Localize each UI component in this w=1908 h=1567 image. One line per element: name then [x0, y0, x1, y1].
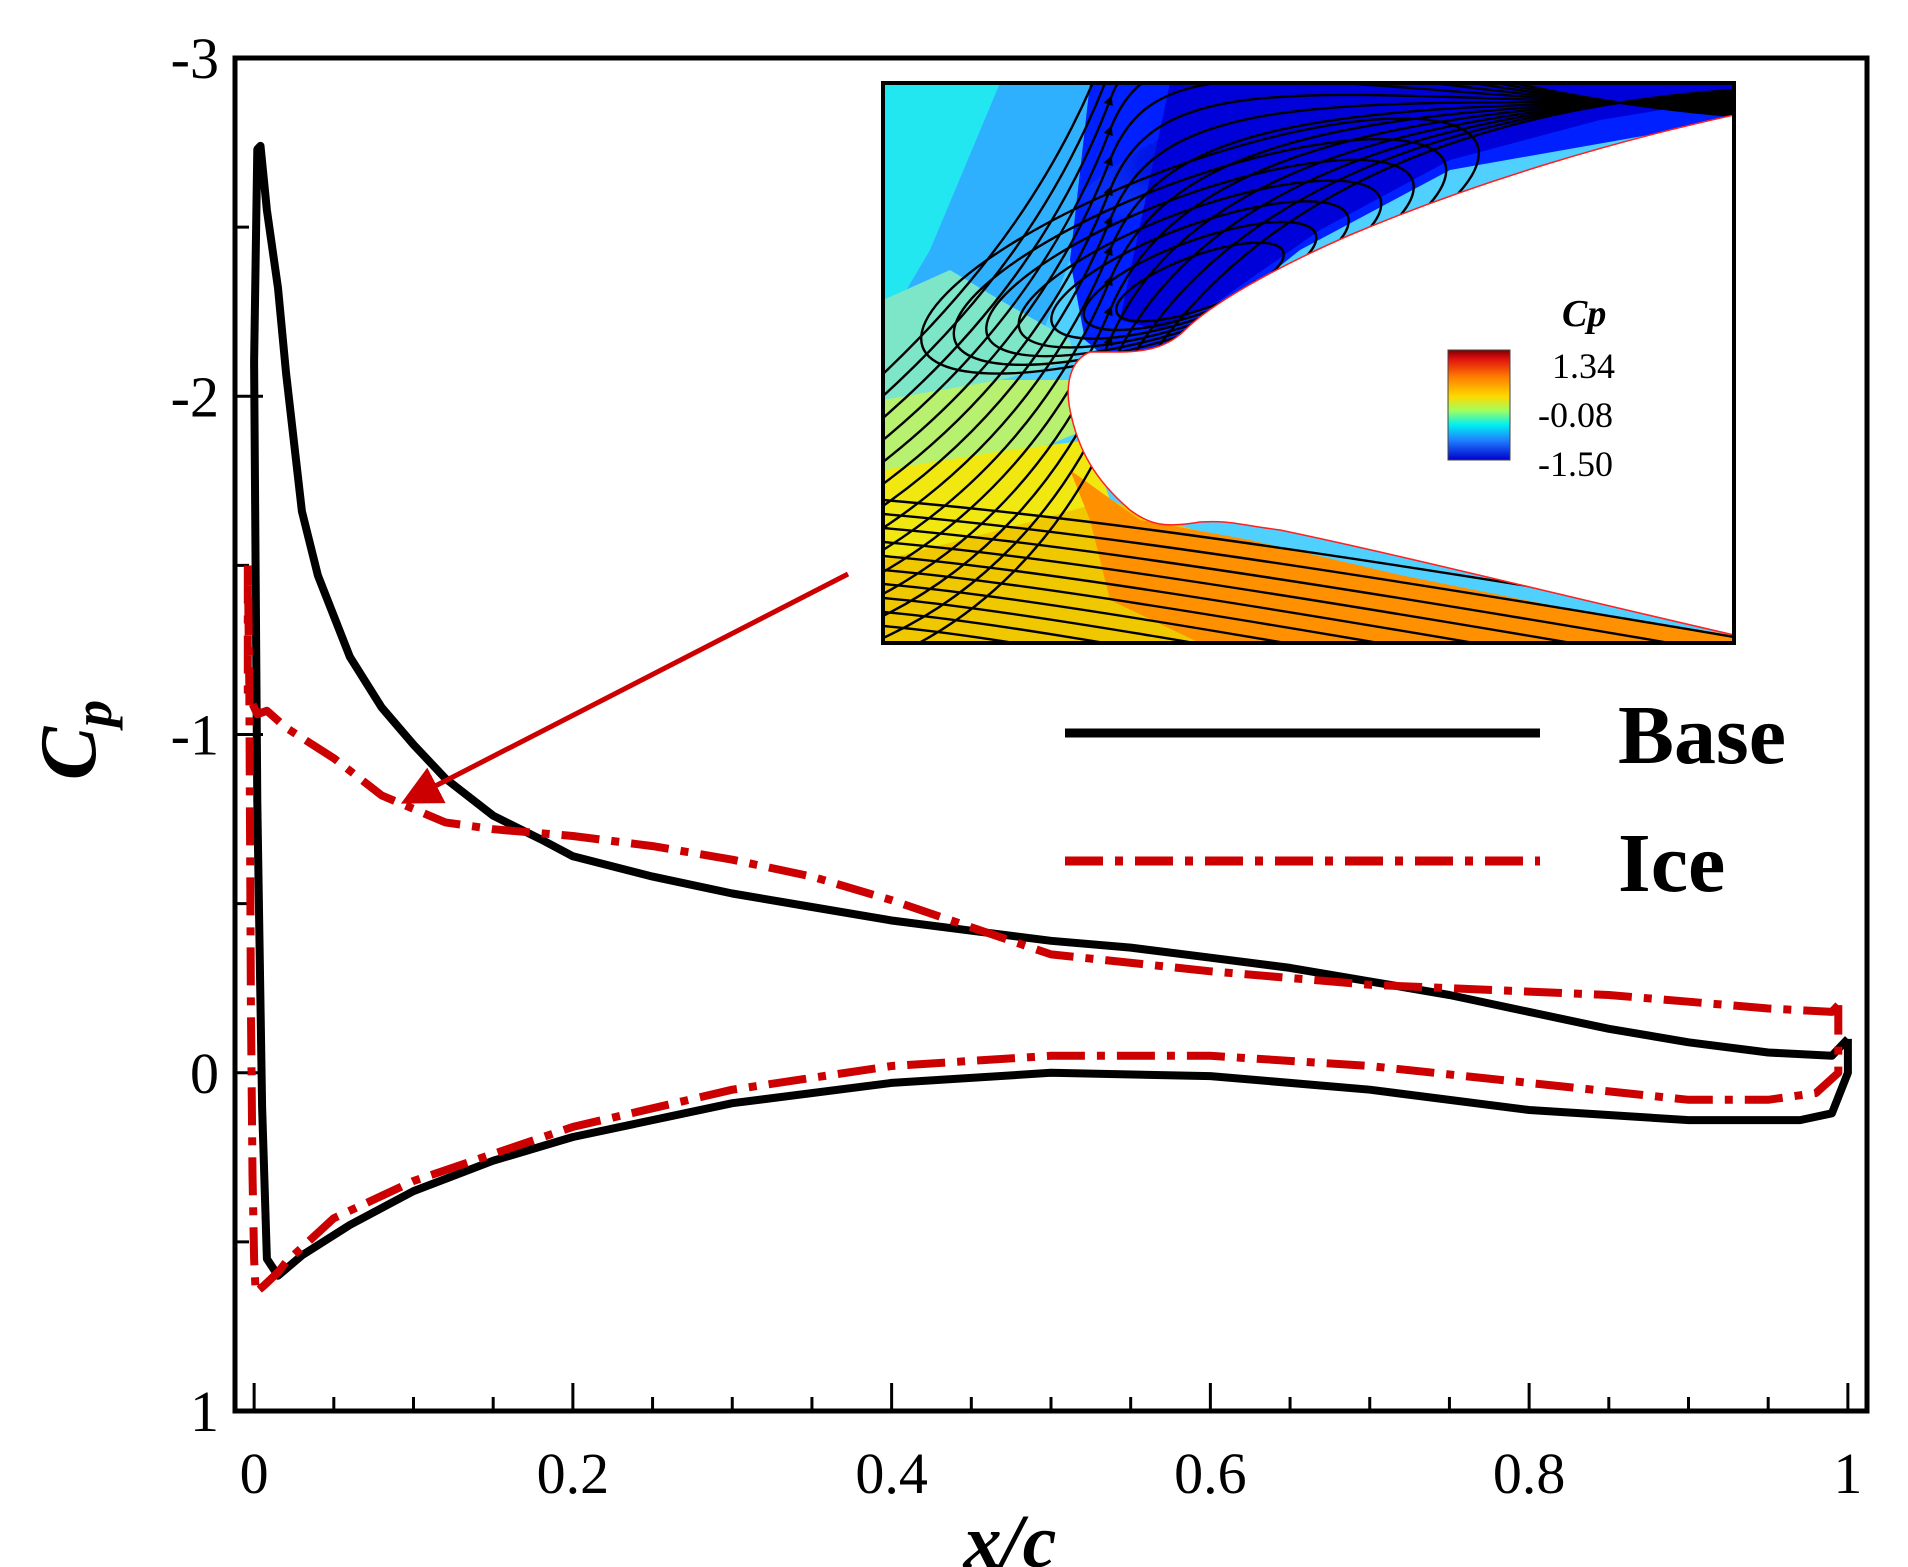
- y-tick-label: -1: [171, 703, 219, 768]
- inset-contour-panel: Cp 1.34 -0.08 -1.50: [881, 81, 1736, 645]
- inset-streamline: [883, 624, 1023, 643]
- inset-streamline: [883, 101, 1734, 507]
- x-axis-title: x/c: [963, 1500, 1057, 1567]
- y-tick-label: -3: [171, 26, 219, 91]
- inset-streamline: [883, 83, 1734, 463]
- legend: Base Ice: [1065, 689, 1786, 910]
- colorbar-title: Cp: [1562, 293, 1606, 335]
- inset-streamline: [883, 93, 1734, 485]
- y-tick-label: -2: [171, 364, 219, 429]
- inset-streamline: [883, 526, 1677, 643]
- inset-streamlines: [883, 83, 1734, 643]
- colorbar-tick-mid: -0.08: [1538, 395, 1613, 435]
- inset-airfoil: [1067, 114, 1734, 636]
- y-axis-title: Cp: [25, 700, 123, 780]
- y-axis-title-main: C: [25, 725, 113, 780]
- series-line-base: [250, 141, 1852, 1280]
- inset-streamline: [883, 83, 1734, 419]
- x-tick-labels: 0 0.2 0.4 0.6 0.8 1: [240, 1441, 1863, 1506]
- x-tick-label: 0.2: [537, 1441, 610, 1506]
- x-tick-label: 0.8: [1493, 1441, 1566, 1506]
- x-tick-label: 0.4: [855, 1441, 928, 1506]
- inset-streamline: [883, 98, 1734, 552]
- inset-streamline: [883, 92, 1734, 618]
- inset-streamline: [883, 568, 1387, 643]
- x-tick-label: 0.6: [1174, 1441, 1247, 1506]
- inset-streamline: [883, 540, 1579, 643]
- inset-streamline: [883, 582, 1293, 643]
- series-line-ice: [243, 561, 1843, 1297]
- inset-streamline: [883, 512, 1734, 639]
- inset-streamline: [883, 83, 1734, 397]
- x-tick-label: 0: [240, 1441, 269, 1506]
- y-axis-title-sub: p: [63, 700, 123, 731]
- inset-colorbar: Cp 1.34 -0.08 -1.50: [1447, 293, 1615, 484]
- y-tick-labels: -3 -2 -1 0 1: [171, 26, 219, 1444]
- inset-streamline: [883, 94, 1734, 596]
- y-tick-label: 1: [190, 1379, 219, 1444]
- annotation-arrow: [400, 571, 850, 804]
- colorbar-tick-max: 1.34: [1552, 346, 1615, 386]
- legend-label-ice: Ice: [1618, 817, 1725, 910]
- inset-streamline: [883, 610, 1113, 643]
- y-tick-label: 0: [190, 1041, 219, 1106]
- svg-text:Cp: Cp: [25, 700, 123, 780]
- inset-streamline: [883, 554, 1482, 643]
- x-tick-label: 1: [1833, 1441, 1862, 1506]
- inset-streamline: [883, 596, 1202, 643]
- colorbar-tick-min: -1.50: [1538, 444, 1613, 484]
- legend-label-base: Base: [1618, 689, 1786, 782]
